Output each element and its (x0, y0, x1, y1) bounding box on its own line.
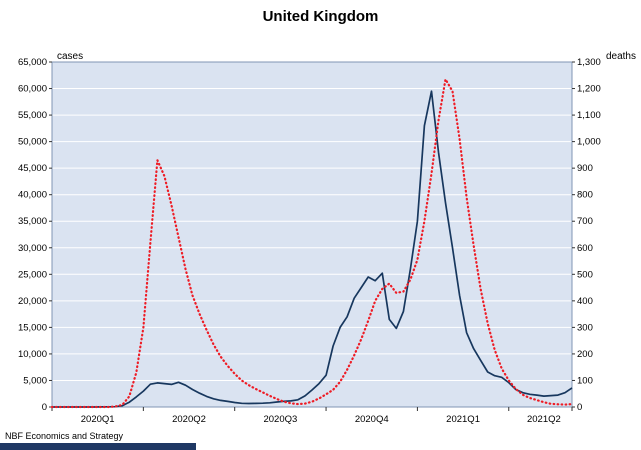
svg-text:2021Q1: 2021Q1 (446, 414, 480, 425)
svg-text:15,000: 15,000 (18, 322, 47, 333)
svg-text:30,000: 30,000 (18, 243, 47, 254)
svg-text:2020Q1: 2020Q1 (81, 414, 115, 425)
chart-title: United Kingdom (262, 8, 379, 25)
svg-text:2020Q4: 2020Q4 (355, 414, 389, 425)
source-note: NBF Economics and Strategy (5, 431, 124, 441)
svg-text:1,300: 1,300 (577, 57, 601, 68)
svg-text:1,100: 1,100 (577, 110, 601, 121)
svg-text:300: 300 (577, 322, 593, 333)
svg-text:0: 0 (42, 402, 47, 413)
cases-line (52, 90, 573, 408)
svg-text:2020Q3: 2020Q3 (263, 414, 297, 425)
svg-text:2021Q2: 2021Q2 (527, 414, 561, 425)
svg-text:1,200: 1,200 (577, 84, 601, 95)
svg-text:100: 100 (577, 375, 593, 386)
deaths-line (50, 78, 574, 409)
svg-text:65,000: 65,000 (18, 57, 47, 68)
svg-text:10,000: 10,000 (18, 349, 47, 360)
svg-text:600: 600 (577, 243, 593, 254)
svg-text:45,000: 45,000 (18, 163, 47, 174)
svg-text:900: 900 (577, 163, 593, 174)
svg-text:5,000: 5,000 (23, 375, 47, 386)
svg-text:500: 500 (577, 269, 593, 280)
svg-text:400: 400 (577, 296, 593, 307)
svg-text:1,000: 1,000 (577, 137, 601, 148)
svg-text:200: 200 (577, 349, 593, 360)
svg-text:25,000: 25,000 (18, 269, 47, 280)
right-axis-unit-label: deaths (605, 51, 636, 62)
svg-text:40,000: 40,000 (18, 190, 47, 201)
svg-text:700: 700 (577, 216, 593, 227)
footer-bar (0, 443, 196, 450)
svg-text:35,000: 35,000 (18, 216, 47, 227)
left-axis-unit-label: cases (57, 51, 84, 62)
svg-text:50,000: 50,000 (18, 137, 47, 148)
svg-text:2020Q2: 2020Q2 (172, 414, 206, 425)
svg-text:0: 0 (577, 402, 582, 413)
svg-text:55,000: 55,000 (18, 110, 47, 121)
svg-text:20,000: 20,000 (18, 296, 47, 307)
svg-text:60,000: 60,000 (18, 84, 47, 95)
svg-text:800: 800 (577, 190, 593, 201)
